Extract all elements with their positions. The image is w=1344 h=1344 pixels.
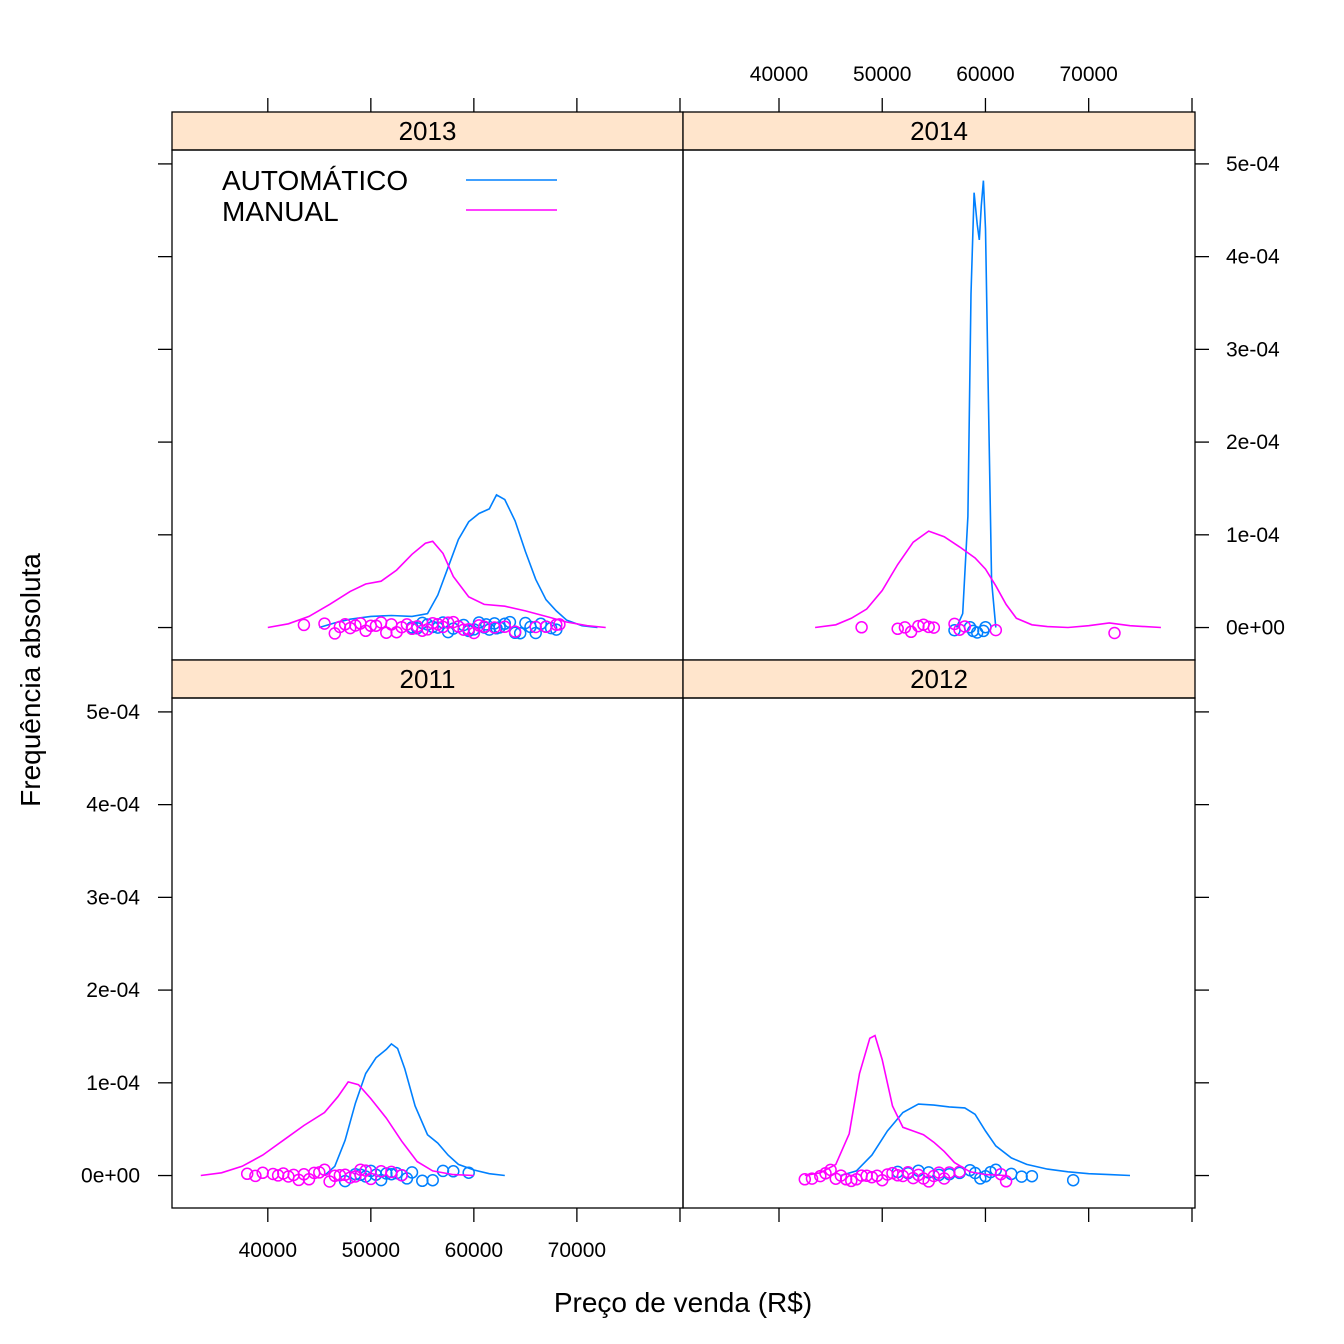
x-tick-label-bottom: 50000 — [342, 1239, 400, 1262]
density-curve-manual-2014 — [814, 530, 1161, 629]
rug-point-manual-2013 — [380, 626, 393, 639]
y-tick-label-left: 1e-04 — [86, 1072, 140, 1095]
strip-2012 — [682, 659, 1196, 699]
x-tick-label-top: 70000 — [1059, 63, 1117, 86]
rug-point-manual-2013 — [385, 618, 398, 631]
rug-point-manual-2013 — [416, 624, 429, 637]
rug-point-manual-2014 — [1108, 626, 1121, 640]
plot-area-2014 — [814, 180, 1161, 640]
rug-point-manual-2014 — [958, 620, 972, 633]
rug-point-manual-2013 — [318, 617, 331, 630]
rug-point-manual-2011 — [343, 1171, 357, 1184]
density-curve-manual-2013 — [267, 540, 606, 629]
x-tick-label-top: 40000 — [750, 63, 808, 86]
density-curve-automatico-2012 — [840, 1103, 1131, 1177]
rug-point-automatico-2011 — [426, 1173, 439, 1187]
strip-label-2014: 2014 — [910, 116, 968, 146]
y-tick-label-left: 5e-04 — [86, 701, 140, 724]
x-tick-label-bottom: 60000 — [445, 1239, 503, 1262]
rug-point-automatico-2011 — [447, 1165, 460, 1178]
y-tick-label-left: 2e-04 — [86, 979, 140, 1002]
panels-layer: 2013 2014 2011 2012 — [171, 111, 1196, 1209]
panel-border-2012 — [682, 697, 1196, 1209]
rug-point-automatico-2012 — [1005, 1167, 1018, 1181]
panel-border-2011 — [171, 697, 684, 1209]
strip-2014 — [682, 111, 1196, 151]
rug-point-manual-2013 — [508, 625, 522, 638]
rug-point-manual-2011 — [240, 1167, 254, 1181]
y-axis-title: Frequência absoluta — [15, 553, 46, 807]
rug-point-manual-2012 — [953, 1165, 966, 1178]
rug-point-manual-2012 — [798, 1173, 812, 1186]
x-tick-label-bottom: 70000 — [548, 1239, 606, 1262]
rug-point-automatico-2012 — [1015, 1170, 1028, 1183]
rug-point-manual-2011 — [354, 1163, 367, 1176]
rug-point-automatico-2011 — [416, 1174, 429, 1188]
rug-point-manual-2011 — [318, 1163, 331, 1177]
strip-label-2012: 2012 — [910, 664, 968, 694]
rug-point-automatico-2013 — [513, 626, 527, 640]
density-curve-automatico-2013 — [319, 493, 598, 629]
x-axis-title: Preço de venda (R$) — [554, 1287, 812, 1318]
legend: AUTOMÁTICO MANUAL — [222, 165, 557, 227]
plot-area-2012 — [798, 1034, 1131, 1188]
legend-label-manual: MANUAL — [222, 196, 339, 227]
rug-point-manual-2014 — [922, 620, 935, 634]
y-tick-label-right: 0e+00 — [1226, 617, 1285, 640]
rug-point-automatico-2012 — [1066, 1173, 1080, 1187]
rug-point-manual-2013 — [472, 619, 486, 632]
strip-label-2011: 2011 — [400, 664, 456, 694]
strip-label-2013: 2013 — [399, 116, 457, 146]
rug-point-manual-2012 — [805, 1172, 819, 1185]
rug-point-manual-2013 — [297, 618, 311, 632]
plot-area-2013 — [267, 493, 606, 640]
y-tick-label-right: 3e-04 — [1226, 338, 1280, 361]
rug-point-manual-2011 — [249, 1169, 262, 1183]
x-tick-label-top: 50000 — [853, 63, 911, 86]
rug-point-automatico-2013 — [529, 626, 542, 640]
rug-point-manual-2014 — [927, 621, 941, 634]
y-tick-label-right: 2e-04 — [1226, 431, 1280, 454]
panel-2012: 2012 — [682, 659, 1196, 1209]
rug-point-automatico-2014 — [979, 620, 992, 634]
density-curve-automatico-2011 — [323, 1042, 505, 1177]
rug-point-manual-2013 — [553, 618, 566, 631]
rug-point-manual-2014 — [989, 623, 1003, 637]
y-tick-label-left: 4e-04 — [86, 794, 140, 817]
y-tick-label-right: 4e-04 — [1226, 246, 1280, 269]
x-tick-label-top: 60000 — [956, 63, 1014, 86]
rug-point-automatico-2011 — [436, 1164, 450, 1178]
plot-area-2011 — [200, 1042, 505, 1188]
rug-point-manual-2014 — [891, 622, 904, 636]
panel-2014: 2014 — [682, 111, 1196, 661]
y-tick-label-left: 0e+00 — [81, 1165, 140, 1188]
rug-point-automatico-2012 — [1025, 1169, 1039, 1183]
density-curve-automatico-2014 — [955, 180, 997, 628]
panel-2011: 2011 — [171, 659, 684, 1209]
legend-label-automatico: AUTOMÁTICO — [222, 165, 408, 196]
strip-2013 — [171, 111, 684, 151]
rug-point-manual-2014 — [898, 621, 912, 634]
rug-point-manual-2012 — [999, 1175, 1013, 1188]
rug-point-manual-2012 — [845, 1174, 858, 1188]
x-tick-label-bottom: 40000 — [239, 1239, 297, 1262]
rug-point-manual-2011 — [395, 1168, 408, 1182]
y-tick-label-left: 3e-04 — [86, 886, 140, 909]
axes-layer: 40000 50000 60000 70000 40000 50000 60000 70000… — [81, 63, 1285, 1262]
y-tick-label-right: 1e-04 — [1226, 524, 1280, 547]
density-curve-manual-2012 — [804, 1034, 1007, 1177]
density-curve-manual-2011 — [200, 1080, 474, 1177]
y-tick-label-right: 5e-04 — [1226, 153, 1280, 176]
rug-point-manual-2014 — [855, 621, 868, 634]
rug-point-manual-2011 — [256, 1166, 269, 1180]
panel-border-2014 — [682, 149, 1196, 661]
rug-point-automatico-2011 — [462, 1166, 475, 1179]
rug-point-manual-2011 — [364, 1172, 378, 1186]
rug-point-manual-2013 — [498, 620, 512, 634]
